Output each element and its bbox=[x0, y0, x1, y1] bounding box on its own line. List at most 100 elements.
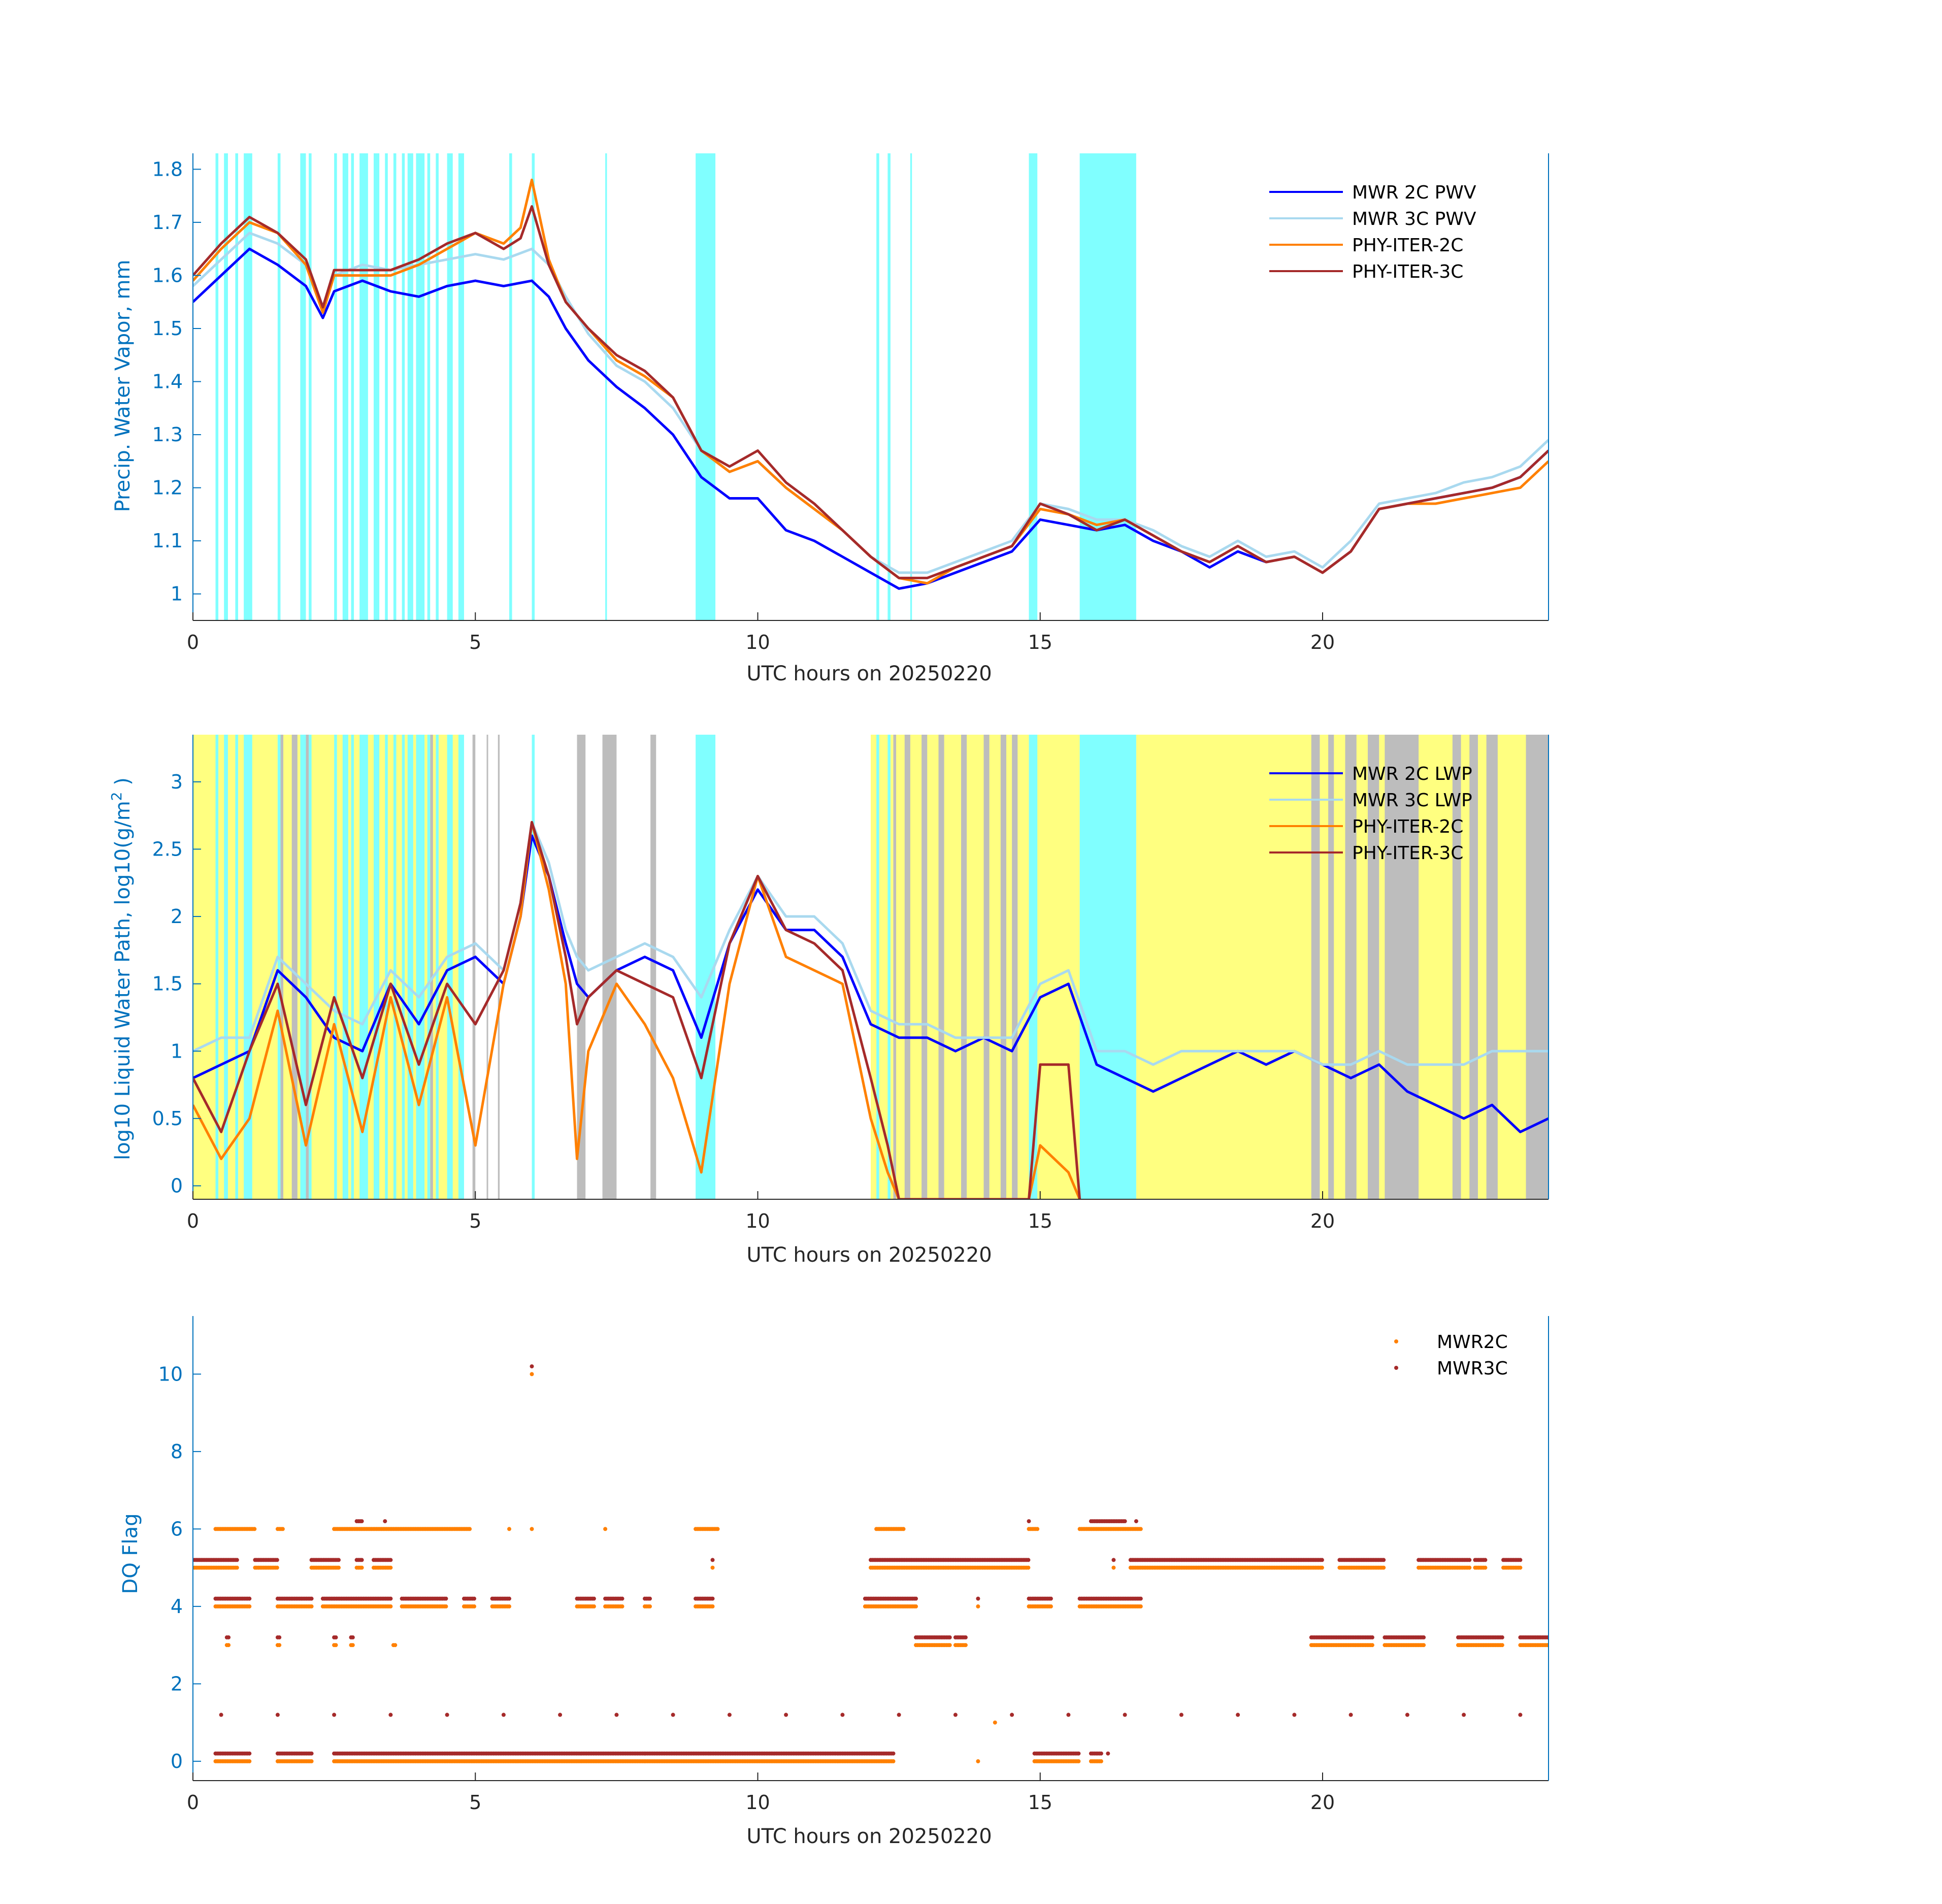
dq-point-1-4-2 bbox=[332, 1713, 337, 1717]
lwp-y-axis-label-sup: 2 bbox=[108, 792, 125, 801]
dq-y-tick-label: 8 bbox=[171, 1440, 183, 1463]
dq-y-tick-label: 2 bbox=[171, 1672, 183, 1695]
dq-point-1-3-1 bbox=[277, 1635, 282, 1639]
dq-x-tick-label: 10 bbox=[745, 1791, 770, 1814]
pwv-band-0-7 bbox=[334, 153, 337, 620]
pwv-y-tick-label: 1.2 bbox=[152, 477, 183, 499]
lwp-y-tick-label: 0.5 bbox=[152, 1107, 183, 1130]
lwp-x-tick-label: 20 bbox=[1310, 1210, 1335, 1232]
dq-point-0-3-4 bbox=[393, 1643, 398, 1648]
dq-point-0-2-2 bbox=[388, 1604, 393, 1608]
lwp-band-1-16 bbox=[1000, 735, 1006, 1199]
pwv-band-0-21 bbox=[509, 153, 512, 620]
dq-point-1-4-8 bbox=[671, 1713, 675, 1717]
dq-point-0-0-5 bbox=[603, 1527, 608, 1531]
dq-point-0-5-1 bbox=[309, 1759, 314, 1763]
lwp-band-1-14 bbox=[961, 735, 967, 1199]
dq-point-1-4-19 bbox=[1292, 1713, 1297, 1717]
dq-point-0-3-0 bbox=[226, 1643, 231, 1648]
pwv-band-0-14 bbox=[402, 153, 405, 620]
dq-point-0-3-6 bbox=[963, 1643, 968, 1648]
dq-point-1-1-4 bbox=[388, 1558, 393, 1562]
lwp-y-axis-label-main: log10 Liquid Water Path, log10(g/m bbox=[111, 801, 135, 1160]
lwp-x-tick-label: 5 bbox=[469, 1210, 481, 1232]
pwv-band-0-1 bbox=[224, 153, 228, 620]
dq-point-1-4-18 bbox=[1236, 1713, 1240, 1717]
dq-point-0-2-9 bbox=[710, 1604, 715, 1608]
dq-point-1-2-10 bbox=[914, 1596, 918, 1601]
dq-x-tick-label: 5 bbox=[469, 1791, 481, 1814]
pwv-y-tick-label: 1.8 bbox=[152, 158, 183, 180]
lwp-band-1-3 bbox=[430, 735, 433, 1199]
dq-point-1-4-11 bbox=[840, 1713, 845, 1717]
pwv-x-tick-label: 10 bbox=[745, 631, 770, 653]
dq-point-1-1-3 bbox=[359, 1558, 364, 1562]
lwp-series-line-3 bbox=[193, 820, 1081, 1199]
dq-legend-swatch-1 bbox=[1394, 1366, 1398, 1370]
dq-point-0-1-1 bbox=[275, 1565, 279, 1570]
dq-point-1-4-10 bbox=[784, 1713, 788, 1717]
lwp-y-axis-label-end: ) bbox=[111, 777, 135, 792]
pwv-y-axis-label: Precip. Water Vapor, mm bbox=[111, 260, 135, 512]
pwv-x-axis-label: UTC hours on 20250220 bbox=[746, 662, 992, 685]
pwv-band-0-19 bbox=[447, 153, 453, 620]
dq-point-1-5-1 bbox=[309, 1751, 314, 1756]
lwp-x-tick-label: 0 bbox=[187, 1210, 199, 1232]
dq-point-1-2-11 bbox=[976, 1596, 980, 1601]
pwv-band-0-6 bbox=[309, 153, 312, 620]
lwp-band-2-3 bbox=[244, 735, 252, 1199]
lwp-band-1-12 bbox=[921, 735, 928, 1199]
dq-point-0-2-3 bbox=[444, 1604, 448, 1608]
pwv-band-0-26 bbox=[887, 153, 891, 620]
dq-point-0-2-0 bbox=[247, 1604, 252, 1608]
dq-point-1-4-16 bbox=[1123, 1713, 1127, 1717]
lwp-band-1-23 bbox=[1452, 735, 1461, 1199]
dq-point-1-4-17 bbox=[1179, 1713, 1183, 1717]
lwp-shaded-bands bbox=[193, 735, 1549, 1199]
dq-point-0-3-5 bbox=[947, 1643, 952, 1648]
dq-point-0-1-4 bbox=[388, 1565, 393, 1570]
dq-point-1-3-9 bbox=[1545, 1635, 1549, 1639]
pwv-band-0-13 bbox=[393, 153, 397, 620]
dq-point-1-1-6 bbox=[1026, 1558, 1031, 1562]
dq-point-0-0-9 bbox=[1138, 1527, 1143, 1531]
pwv-band-0-8 bbox=[342, 153, 348, 620]
pwv-band-0-2 bbox=[235, 153, 238, 620]
dq-point-1-0-4 bbox=[1134, 1519, 1138, 1524]
dq-point-1-1-9 bbox=[1381, 1558, 1386, 1562]
lwp-band-2-7 bbox=[334, 735, 337, 1199]
dq-point-1-3-6 bbox=[1370, 1635, 1374, 1639]
dq-point-0-1-11 bbox=[1483, 1565, 1488, 1570]
dq-point-1-2-0 bbox=[247, 1596, 252, 1601]
dq-legend-label-0: MWR2C bbox=[1437, 1332, 1508, 1353]
lwp-band-2-11 bbox=[374, 735, 380, 1199]
dq-point-0-5-5 bbox=[1099, 1759, 1103, 1763]
lwp-band-1-13 bbox=[938, 735, 944, 1199]
lwp-band-1-15 bbox=[983, 735, 990, 1199]
pwv-x-tick-label: 0 bbox=[187, 631, 199, 653]
dq-point-1-3-0 bbox=[226, 1635, 231, 1639]
dq-point-0-2-11 bbox=[976, 1604, 980, 1608]
dq-point-1-5-2 bbox=[891, 1751, 896, 1756]
dq-point-1-4-14 bbox=[1010, 1713, 1014, 1717]
dq-point-1-2-5 bbox=[507, 1596, 511, 1601]
dq-point-1-2-1 bbox=[309, 1596, 314, 1601]
lwp-band-2-4 bbox=[277, 735, 281, 1199]
lwp-band-1-18 bbox=[1311, 735, 1320, 1199]
dq-point-1-4-13 bbox=[953, 1713, 958, 1717]
dq-point-0-4-0 bbox=[993, 1720, 997, 1725]
lwp-x-tick-label: 10 bbox=[745, 1210, 770, 1232]
pwv-band-0-12 bbox=[385, 153, 388, 620]
lwp-legend-label-2: PHY-ITER-2C bbox=[1352, 816, 1463, 837]
lwp-legend: MWR 2C LWP MWR 3C LWP PHY-ITER-2C PHY-ITER-… bbox=[1269, 764, 1472, 864]
dq-point-1-2-8 bbox=[648, 1596, 652, 1601]
pwv-band-0-28 bbox=[1029, 153, 1038, 620]
dq-point-0-1-0 bbox=[235, 1565, 239, 1570]
lwp-band-2-23 bbox=[876, 735, 879, 1199]
pwv-legend: MWR 2C PWV MWR 3C PWV PHY-ITER-2C PHY-ITER-… bbox=[1269, 182, 1476, 282]
lwp-band-1-7 bbox=[577, 735, 586, 1199]
dq-point-0-0-3 bbox=[507, 1527, 511, 1531]
pwv-legend-label-3: PHY-ITER-3C bbox=[1352, 261, 1463, 282]
pwv-band-0-3 bbox=[244, 153, 252, 620]
dq-legend-label-1: MWR3C bbox=[1437, 1358, 1508, 1379]
